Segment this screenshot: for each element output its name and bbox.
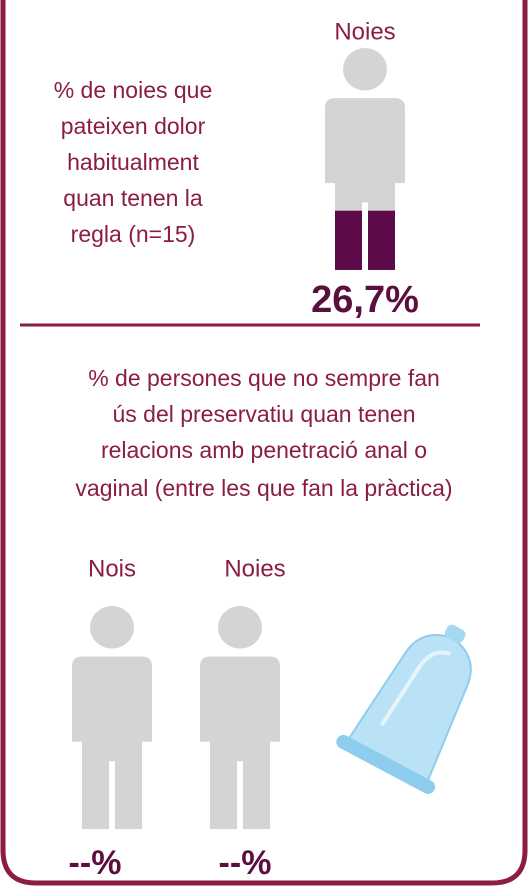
desc-line: ús del preservatiu quan tenen: [112, 401, 415, 427]
desc-line: vaginal (entre les que fan la pràctica): [75, 475, 452, 501]
top-description: % de noies que pateixen dolor habitualme…: [54, 77, 213, 247]
desc-line: quan tenen la: [63, 185, 203, 211]
figure-label: Nois: [88, 555, 136, 582]
desc-line: pateixen dolor: [61, 113, 206, 139]
desc-line: % de persones que no sempre fan: [88, 365, 440, 391]
person-figure: [325, 48, 405, 270]
desc-line: % de noies que: [54, 77, 213, 103]
value-label: 26,7%: [311, 279, 419, 321]
figure-label: Noies: [334, 18, 395, 45]
value-fill: [325, 211, 405, 270]
infographic: % de noies que pateixen dolor habitualme…: [0, 0, 528, 887]
figure-label: Noies: [224, 555, 285, 582]
desc-line: relacions amb penetració anal o: [101, 437, 427, 463]
desc-line: regla (n=15): [71, 221, 196, 247]
desc-line: habitualment: [67, 149, 199, 175]
value-label: --%: [219, 844, 272, 882]
condom-icon: [334, 602, 507, 797]
bottom-description: % de persones que no sempre fan ús del p…: [75, 365, 452, 501]
value-label: --%: [69, 844, 122, 882]
person-figure: [72, 606, 152, 829]
person-figure: [200, 606, 280, 829]
